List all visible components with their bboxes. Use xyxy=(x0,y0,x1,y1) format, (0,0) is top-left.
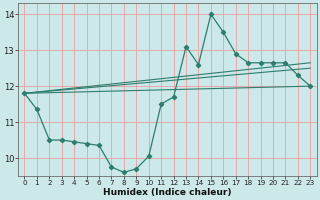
X-axis label: Humidex (Indice chaleur): Humidex (Indice chaleur) xyxy=(103,188,232,197)
